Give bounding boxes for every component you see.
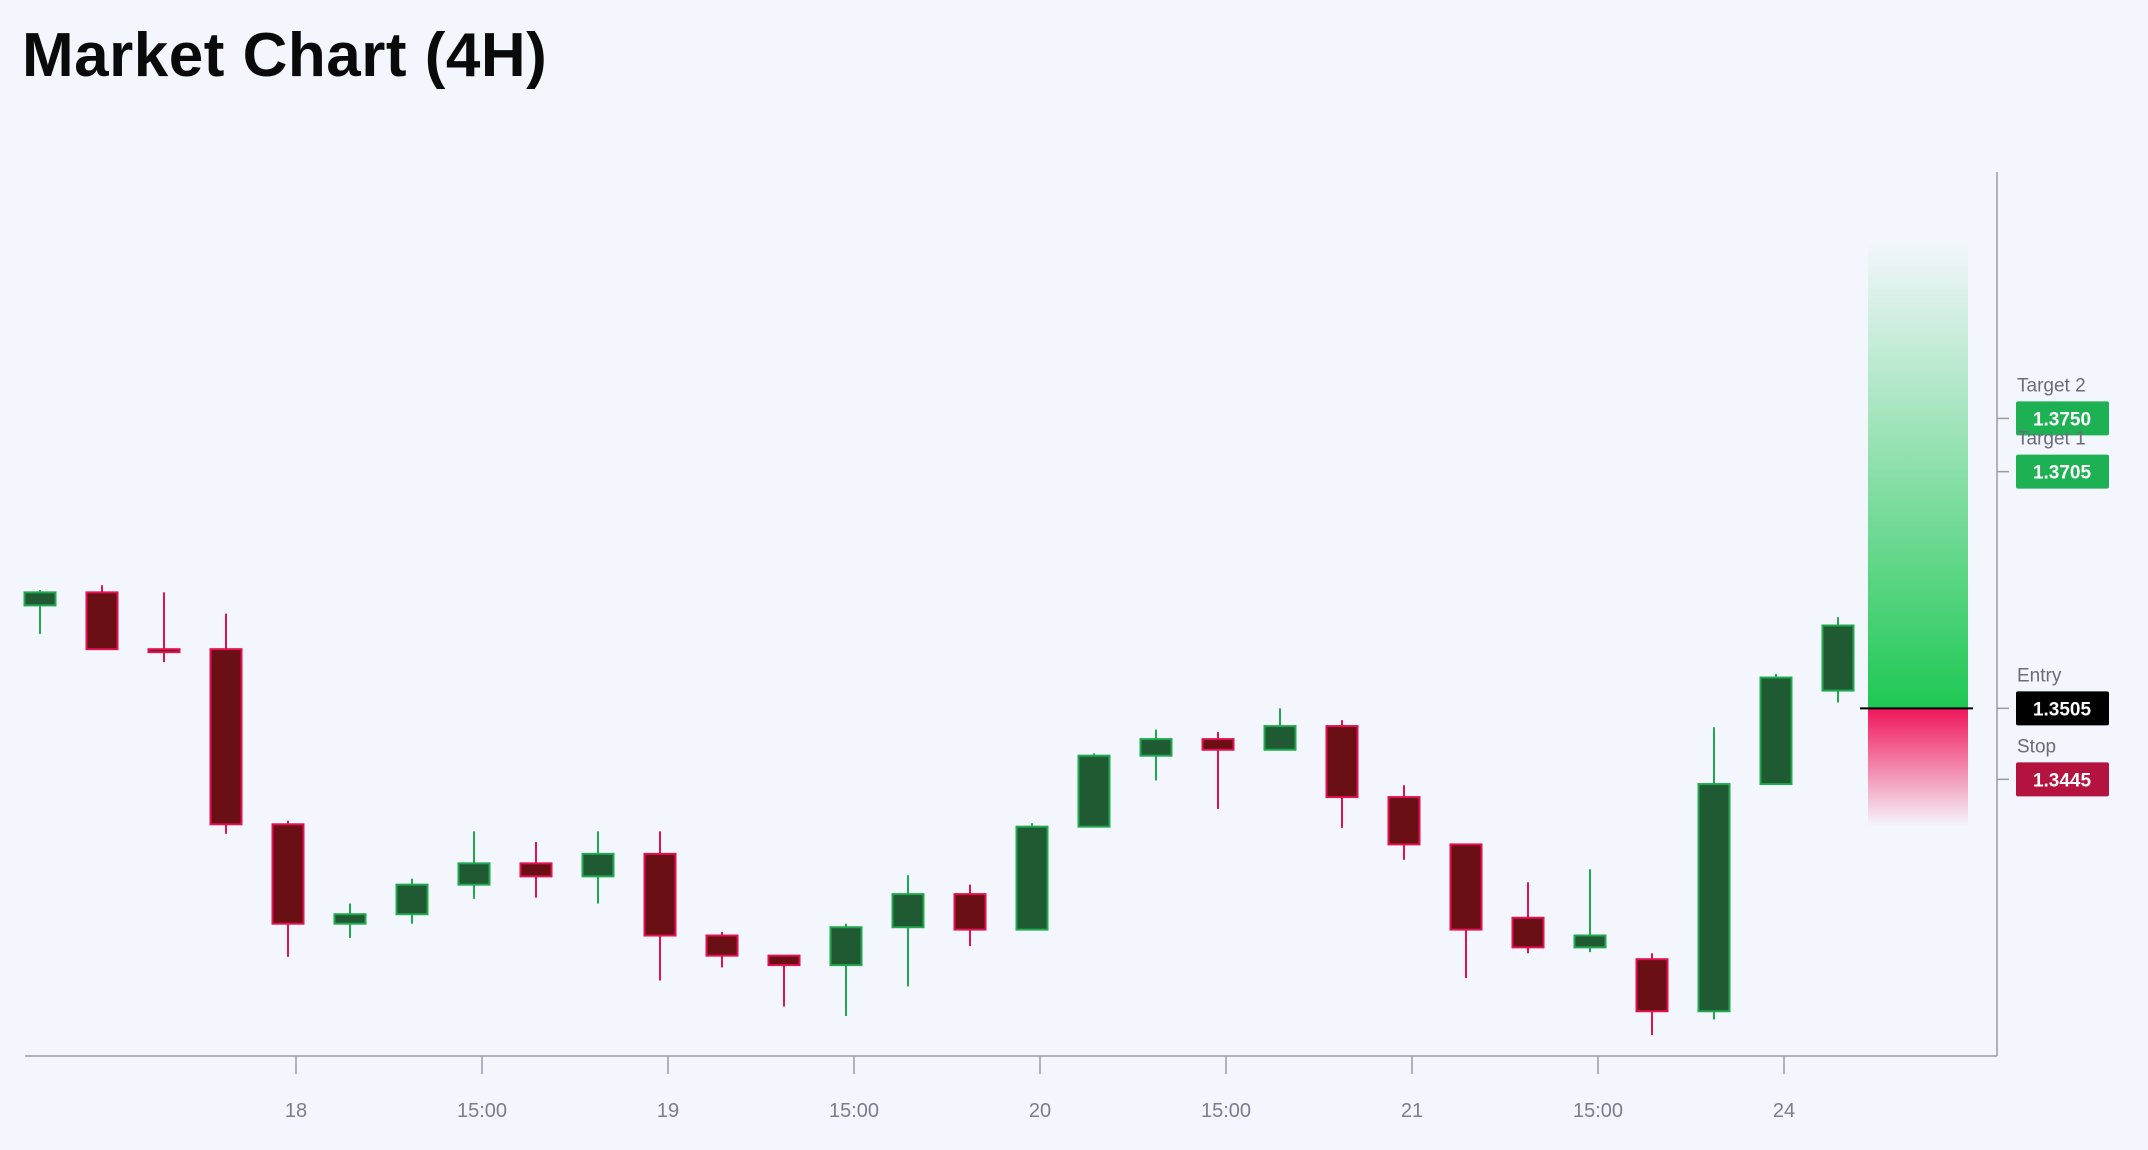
level-value: 1.3445 <box>2033 770 2092 791</box>
candle-body-down <box>1201 738 1235 751</box>
candle-body-up <box>581 852 615 878</box>
level-value: 1.3505 <box>2033 699 2092 720</box>
candle-body-up <box>333 913 367 925</box>
candle-body-down <box>85 591 119 651</box>
candles <box>23 585 1855 1035</box>
candle-body-down <box>147 648 181 654</box>
candle-body-down <box>1387 796 1421 846</box>
level-badge <box>2016 691 2109 726</box>
candle-body-up <box>457 862 491 886</box>
stop-zone <box>1868 708 1968 827</box>
candle-body-down <box>271 823 305 925</box>
target-zone <box>1868 240 1968 709</box>
x-tick-label: 20 <box>1029 1100 1051 1122</box>
level-name: Entry <box>2017 665 2062 686</box>
candle-body-down <box>767 954 801 967</box>
candle-body-up <box>1077 754 1111 828</box>
candle-body-up <box>829 926 863 967</box>
candle-body-up <box>891 893 925 929</box>
level-badge <box>2016 762 2109 797</box>
x-tick-label: 24 <box>1773 1100 1795 1122</box>
candle-body-down <box>519 862 553 878</box>
candle-body-up <box>395 883 429 916</box>
candle-body-down <box>1325 725 1359 799</box>
level-name: Target 1 <box>2017 429 2086 450</box>
candle-body-up <box>1573 934 1607 949</box>
level-name: Stop <box>2017 736 2056 757</box>
level-value: 1.3705 <box>2033 463 2092 484</box>
candle-body-down <box>1511 916 1545 949</box>
level-value: 1.3750 <box>2033 409 2091 430</box>
candle-body-up <box>1139 738 1173 757</box>
x-tick-label: 15:00 <box>1201 1100 1251 1122</box>
x-tick-label: 15:00 <box>457 1100 507 1122</box>
candle-body-up <box>1697 783 1731 1013</box>
level-name: Target 2 <box>2017 375 2086 396</box>
candle-body-up <box>1821 624 1855 692</box>
level-badge <box>2016 401 2109 436</box>
chart-title: Market Chart (4H) <box>22 21 548 90</box>
candle-body-down <box>705 934 739 957</box>
candle-body-up <box>1759 676 1793 786</box>
candle-body-down <box>209 648 243 826</box>
x-tick-label: 15:00 <box>1573 1100 1623 1122</box>
candle-body-down <box>953 893 987 931</box>
candle-body-down <box>1635 958 1669 1013</box>
candle-body-down <box>643 852 677 937</box>
candle-body-up <box>23 591 57 607</box>
level-badge <box>2016 454 2109 489</box>
x-tick-label: 15:00 <box>829 1100 879 1122</box>
x-tick-label: 19 <box>657 1100 679 1122</box>
trade-zones <box>1860 240 1973 827</box>
candle-body-up <box>1263 725 1297 751</box>
x-tick-label: 18 <box>285 1100 307 1122</box>
candle-body-up <box>1015 825 1049 931</box>
x-tick-label: 21 <box>1401 1100 1423 1122</box>
axes: 18 15:00 19 15:00 20 15:00 21 15:00 24 <box>25 172 1998 1122</box>
candle-body-down <box>1449 843 1483 931</box>
